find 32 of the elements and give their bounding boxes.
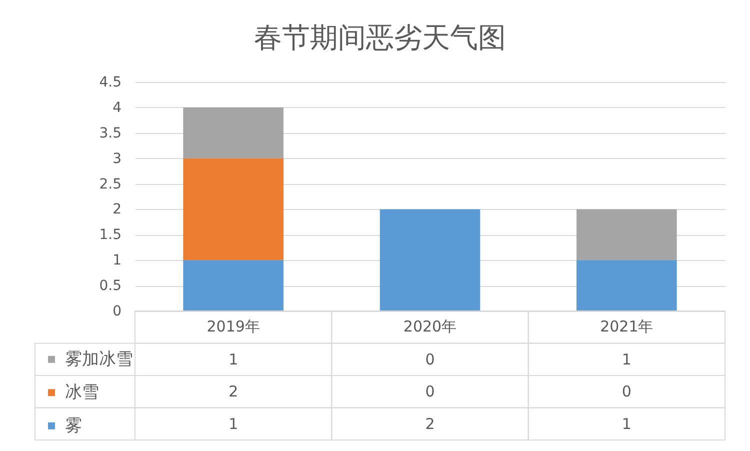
data-label: 2 xyxy=(228,382,238,401)
data-label: 1 xyxy=(228,414,238,433)
y-tick-label: 0 xyxy=(112,304,122,320)
y-tick-label: 3 xyxy=(112,150,122,167)
x-tick-label: 2020年 xyxy=(403,318,457,336)
bar xyxy=(183,260,284,311)
x-tick-label: 2021年 xyxy=(600,318,654,336)
data-label: 0 xyxy=(622,382,632,401)
y-tick-label: 3.5 xyxy=(99,125,122,142)
data-label: 0 xyxy=(425,350,435,368)
y-tick-label: 1 xyxy=(112,252,122,269)
y-tick-label: 2.5 xyxy=(99,176,122,192)
y-tick-label: 4 xyxy=(112,100,122,116)
bar xyxy=(576,260,677,311)
data-label: 2 xyxy=(425,414,435,433)
data-label: 1 xyxy=(622,414,632,433)
y-tick-label: 4.5 xyxy=(99,74,122,90)
bar xyxy=(183,107,284,158)
y-tick-label: 1.5 xyxy=(99,227,122,244)
x-tick-label: 2019年 xyxy=(206,318,260,336)
y-tick-label: 2 xyxy=(112,202,122,218)
bar xyxy=(183,158,284,260)
legend-label: 雾加冰雪 xyxy=(65,349,133,370)
chart-title: 春节期间恶劣天气图 xyxy=(254,21,506,54)
bar xyxy=(380,209,480,311)
data-label: 1 xyxy=(622,350,632,368)
data-label: 1 xyxy=(228,350,238,368)
legend-label: 冰雪 xyxy=(65,382,99,403)
y-tick-label: 0.5 xyxy=(99,278,122,294)
data-label: 0 xyxy=(425,382,435,401)
bar xyxy=(576,209,677,260)
legend-label: 雾 xyxy=(65,416,82,436)
